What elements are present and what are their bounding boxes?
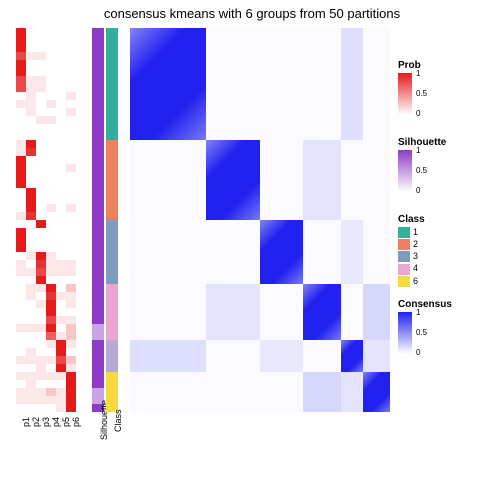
hm-block-5-1	[206, 372, 260, 412]
legend-title-class: Class	[398, 214, 498, 225]
legend-prob: Prob10.50	[398, 60, 498, 115]
hm-block-3-2	[260, 284, 303, 340]
hm-block-5-2	[260, 372, 303, 412]
legend-panel: Prob10.50 Silhouette10.50 Class 1234 6 Consen…	[398, 60, 498, 376]
hm-block-4-0	[130, 340, 206, 372]
hm-block-1-1	[206, 140, 260, 220]
hm-block-1-0	[130, 140, 206, 220]
hm-block-4-3	[303, 340, 341, 372]
legend-class-item-4: 4	[398, 263, 498, 274]
hm-block-0-5	[363, 28, 390, 140]
hm-block-2-0	[130, 220, 206, 284]
anno-col-p4: p4	[46, 28, 56, 412]
hm-block-5-5	[363, 372, 390, 412]
hm-block-1-3	[303, 140, 341, 220]
hm-block-3-4	[341, 284, 363, 340]
legend-class-item-3: 3	[398, 251, 498, 262]
plot-title: consensus kmeans with 6 groups from 50 p…	[0, 6, 504, 21]
hm-block-3-5	[363, 284, 390, 340]
hm-block-2-5	[363, 220, 390, 284]
anno-col-p1: p1	[16, 28, 26, 412]
hm-block-0-4	[341, 28, 363, 140]
legend-class: Class 1234 6	[398, 214, 498, 287]
hm-block-4-1	[206, 340, 260, 372]
silhouette-column: Silhouette	[92, 28, 104, 412]
anno-col-p3: p3	[36, 28, 46, 412]
hm-block-4-5	[363, 340, 390, 372]
legend-title-prob: Prob	[398, 60, 498, 71]
legend-title-consensus: Consensus	[398, 299, 498, 310]
hm-block-5-0	[130, 372, 206, 412]
anno-col-p6: p6	[66, 28, 76, 412]
hm-block-2-1	[206, 220, 260, 284]
consensus-heatmap	[130, 28, 390, 412]
legend-class-item-6: 6	[398, 276, 498, 287]
hm-block-4-4	[341, 340, 363, 372]
hm-block-5-3	[303, 372, 341, 412]
hm-block-1-5	[363, 140, 390, 220]
hm-block-5-4	[341, 372, 363, 412]
hm-block-4-2	[260, 340, 303, 372]
hm-block-0-1	[206, 28, 260, 140]
hm-block-2-2	[260, 220, 303, 284]
legend-title-silhouette: Silhouette	[398, 137, 498, 148]
anno-col-p5: p5	[56, 28, 66, 412]
hm-block-3-1	[206, 284, 260, 340]
hm-block-3-0	[130, 284, 206, 340]
hm-block-0-3	[303, 28, 341, 140]
legend-class-item-2: 2	[398, 239, 498, 250]
class-column: Class	[106, 28, 118, 412]
hm-block-1-2	[260, 140, 303, 220]
hm-block-0-0	[130, 28, 206, 140]
hm-block-1-4	[341, 140, 363, 220]
hm-block-2-4	[341, 220, 363, 284]
anno-col-p2: p2	[26, 28, 36, 412]
hm-block-3-3	[303, 284, 341, 340]
legend-consensus: Consensus10.50	[398, 299, 498, 354]
legend-silhouette: Silhouette10.50	[398, 137, 498, 192]
hm-block-0-2	[260, 28, 303, 140]
hm-block-2-3	[303, 220, 341, 284]
legend-class-item-1: 1	[398, 227, 498, 238]
